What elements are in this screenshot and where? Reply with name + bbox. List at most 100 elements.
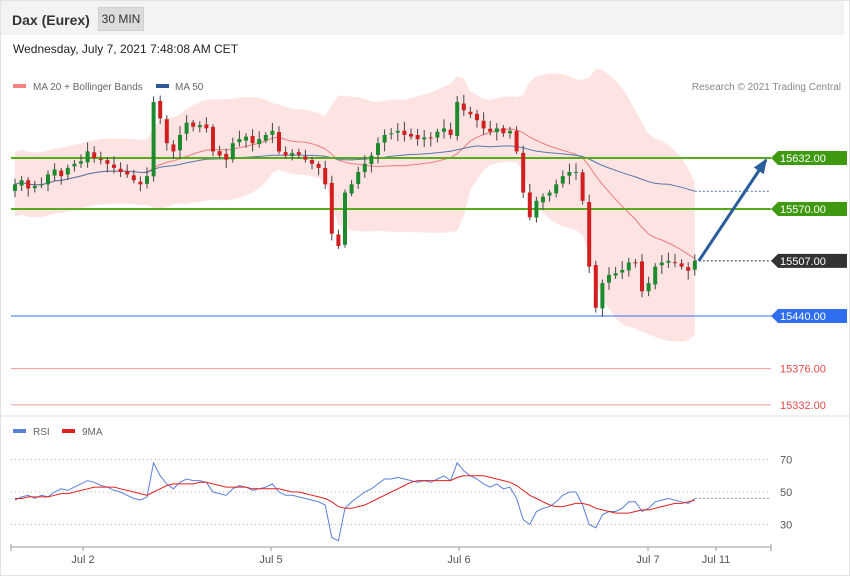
candle-body (303, 156, 308, 160)
candle-body (389, 133, 394, 135)
rsi-tick-70: 70 (780, 455, 792, 467)
rsi-panel: 70 50 30 (11, 455, 792, 542)
level-tag-15507.00 (771, 253, 847, 268)
candle-body (455, 102, 460, 136)
level-tag-15570.00 (771, 202, 847, 217)
candle-body (65, 167, 70, 175)
price-levels: 15632.00 15570.00 15507.00 15440.00 15376.00… (11, 151, 847, 412)
candle-body (640, 261, 644, 292)
candle-body (145, 176, 149, 184)
timeframe-button[interactable]: 30 MIN (98, 7, 144, 31)
level-tag-15632.00 (771, 151, 847, 165)
candle-body (343, 192, 347, 245)
candle-body (171, 144, 176, 152)
ma20-legend-swatch (13, 84, 26, 88)
candle-body (336, 234, 341, 247)
candle-body (574, 171, 578, 173)
candle-body (461, 103, 466, 111)
candle-body (521, 152, 526, 193)
candle-body (237, 139, 242, 143)
bollinger-bands (15, 68, 695, 342)
candle-body (244, 136, 248, 141)
ma20-legend-label: MA 20 + Bollinger Bands (33, 82, 143, 93)
candle-body (105, 160, 110, 164)
candle-body (580, 172, 585, 201)
candle-body (646, 283, 651, 292)
candle-body (362, 163, 367, 172)
candle-body (653, 266, 658, 285)
forecast-arrow (697, 158, 768, 262)
rsi-line (14, 461, 696, 542)
candle-body (376, 143, 380, 155)
candle-body (428, 137, 433, 139)
rsi-tick-30: 30 (780, 520, 792, 532)
candle-body (369, 155, 374, 165)
candle-body (626, 262, 631, 271)
candle-body (481, 120, 486, 129)
candle-body (673, 262, 677, 264)
candle-body (230, 143, 235, 160)
candle-body (422, 137, 427, 140)
candle-body (349, 184, 354, 194)
candle-body (395, 130, 400, 133)
candle-body (277, 132, 281, 152)
level-label-15632.00: 15632.00 (780, 153, 826, 165)
candle-body (204, 124, 209, 129)
candle-body (217, 151, 222, 156)
x-label-Jul-6: Jul 6 (447, 554, 470, 566)
candle-body (435, 131, 440, 138)
candle-body (59, 170, 64, 177)
candle-body (488, 128, 493, 132)
level-label-15507.00: 15507.00 (780, 256, 826, 268)
candle-body (514, 130, 519, 152)
candle-body (475, 113, 479, 121)
credit-text: Research © 2021 Trading Central (692, 82, 841, 93)
candle-body (112, 164, 116, 168)
candle-body (118, 168, 123, 172)
x-label-Jul-2: Jul 2 (71, 554, 94, 566)
bollinger-band-area (15, 68, 695, 342)
rsi-tick-50: 50 (780, 487, 792, 499)
candle-body (98, 159, 103, 161)
rsi-ma-line (15, 475, 695, 514)
candle-body (39, 184, 44, 186)
candle-body (600, 283, 605, 309)
ma50-legend-swatch (156, 84, 169, 88)
candle-body (633, 262, 638, 264)
candle-body (52, 169, 57, 176)
candle-body (158, 100, 163, 119)
candle-body (329, 182, 334, 234)
candle-body (607, 274, 611, 283)
level-label-15570.00: 15570.00 (780, 204, 826, 216)
candle-body (527, 192, 532, 218)
candle-body (13, 184, 17, 191)
level-tag-15440.00 (771, 309, 847, 323)
level-label-15376.00: 15376.00 (780, 364, 826, 376)
instrument-title: Dax (Eurex) (12, 12, 90, 28)
candle-body (560, 176, 565, 184)
candle-body (593, 265, 598, 308)
candle-body (316, 164, 321, 168)
candle-body (164, 119, 169, 144)
candle-body (290, 153, 295, 157)
level-label-15332.00: 15332.00 (780, 400, 826, 412)
candle-body (250, 135, 255, 144)
rsi-ma-legend-swatch (62, 429, 75, 433)
candle-body (356, 171, 361, 185)
candle-body (92, 152, 97, 158)
candle-body (184, 122, 189, 134)
candlesticks (13, 94, 697, 317)
candle-body (686, 267, 691, 271)
candle-body (191, 122, 196, 127)
candle-body (32, 185, 37, 189)
candle-body (26, 180, 31, 189)
candle-body (296, 152, 301, 155)
candle-body (692, 260, 697, 270)
candle-body (270, 130, 275, 135)
candle-body (448, 129, 453, 135)
ma50-legend-label: MA 50 (175, 82, 204, 93)
candle-body (554, 184, 559, 194)
candle-body (409, 133, 413, 137)
candle-body (263, 134, 268, 141)
